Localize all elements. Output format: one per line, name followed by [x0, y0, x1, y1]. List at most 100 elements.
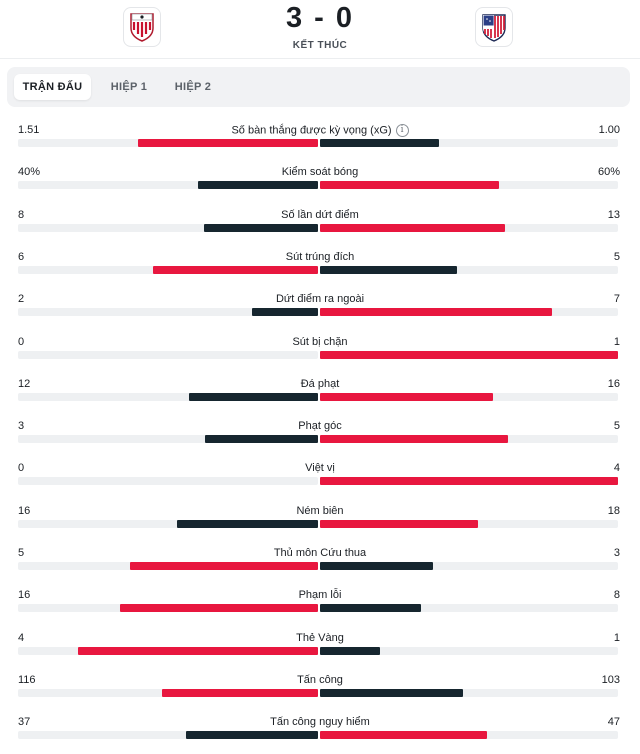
away-stat-value: 103: [601, 673, 620, 686]
home-stat-bar: [138, 139, 318, 147]
stat-label: Dứt điểm ra ngoài: [140, 293, 500, 305]
home-stat-bar: [162, 688, 318, 697]
stat-row-tan-cong-nguy-hiem: 37 Tấn công nguy hiểm 47: [0, 716, 640, 754]
away-stat-value: 7: [613, 293, 620, 306]
stat-label: Ném biên: [140, 505, 500, 517]
home-stat-track: [18, 562, 318, 570]
away-stat-value: 4: [613, 462, 620, 475]
home-stat-value: 3: [18, 420, 25, 433]
home-stat-value: 40%: [18, 166, 41, 179]
away-stat-bar: [320, 604, 421, 613]
stat-label-text: Kiểm soát bóng: [281, 166, 359, 179]
stat-label: Việt vị: [140, 462, 500, 474]
away-stat-value: 8: [613, 589, 620, 602]
home-stat-track: [18, 519, 318, 528]
match-score: 3 - 0: [285, 2, 355, 34]
away-stat-value: 1: [613, 631, 620, 644]
stat-label: Sút bị chặn: [140, 336, 500, 348]
away-stat-value: 5: [613, 250, 620, 263]
stat-label-text: Số lần dứt điểm: [281, 208, 359, 221]
stat-label-text: Dứt điểm ra ngoài: [275, 293, 365, 306]
away-stat-bar: [320, 265, 457, 274]
header-divider: [0, 58, 640, 59]
away-stat-value: 3: [613, 547, 620, 559]
home-stat-bar: [177, 519, 318, 528]
stat-row-dut-diem-ra-ngoai: 2 Dứt điểm ra ngoài 7: [0, 293, 640, 335]
stat-label-text: Sút trúng đích: [285, 250, 355, 263]
home-stat-value: 8: [18, 208, 25, 221]
away-stat-bar: [320, 139, 439, 147]
home-stat-value: 6: [18, 250, 25, 263]
away-stat-track: [320, 688, 618, 697]
away-stat-track: [320, 435, 618, 444]
home-stat-value: 2: [18, 293, 25, 306]
home-stat-track: [18, 181, 318, 190]
stat-row-da-phat: 12 Đá phạt 16: [0, 378, 640, 420]
away-stat-track: [320, 265, 618, 274]
match-header: 3 - 0 KẾT THÚC: [0, 0, 640, 58]
away-stat-bar: [320, 223, 505, 232]
home-stat-value: 5: [18, 547, 25, 559]
stat-row-sut-bi-chan: 0 Sút bị chặn 1: [0, 336, 640, 378]
home-stat-value: 12: [18, 377, 31, 390]
home-stat-track: [18, 265, 318, 274]
away-stat-value: 13: [607, 208, 620, 221]
stat-label-text: Thẻ Vàng: [296, 631, 344, 644]
stat-label: Tấn công nguy hiểm: [140, 716, 500, 728]
home-stat-track: [18, 308, 318, 317]
stat-label-text: Phạt góc: [298, 420, 342, 433]
home-stat-track: [18, 646, 318, 655]
home-stat-bar: [130, 562, 318, 570]
home-stat-bar: [120, 604, 318, 613]
stat-label: Tấn công: [140, 674, 500, 686]
stat-row-phat-goc: 3 Phạt góc 5: [0, 420, 640, 462]
away-stat-value: 5: [613, 420, 620, 433]
stat-label-text: Ném biên: [296, 504, 344, 517]
away-stat-bar: [320, 519, 478, 528]
home-stat-value: 16: [18, 589, 31, 602]
tab-first-half[interactable]: HIỆP 1: [110, 81, 148, 93]
away-stat-track: [320, 350, 618, 359]
away-stat-track: [320, 181, 618, 190]
stat-row-viet-vi: 0 Việt vị 4: [0, 462, 640, 504]
home-stat-bar: [252, 308, 318, 317]
stat-label: Phạm lỗi: [140, 589, 500, 601]
atletico-madrid-crest-icon: [482, 14, 506, 42]
home-stat-bar: [153, 265, 318, 274]
away-stat-value: 18: [607, 504, 620, 517]
info-icon[interactable]: i: [395, 124, 409, 137]
stat-label: Số bàn thắng được kỳ vọng (xG) i: [140, 124, 500, 137]
away-stat-track: [320, 392, 618, 401]
stat-row-so-lan-dut-diem: 8 Số lần dứt điểm 13: [0, 209, 640, 251]
stat-label: Thủ môn Cứu thua: [140, 547, 500, 559]
tab-second-half[interactable]: HIỆP 2: [174, 81, 212, 93]
stat-label-text: Đá phạt: [300, 377, 340, 390]
tab-match[interactable]: TRẬN ĐẤU: [14, 74, 91, 100]
home-stat-value: 0: [18, 335, 25, 348]
away-stat-value: 47: [607, 716, 620, 729]
away-stat-track: [320, 731, 618, 740]
away-stat-bar: [320, 731, 487, 740]
away-stat-bar: [320, 688, 463, 697]
away-stat-value: 1.00: [598, 124, 620, 136]
home-stat-bar: [204, 223, 318, 232]
stat-label-text: Thủ môn Cứu thua: [273, 547, 367, 559]
home-stat-track: [18, 435, 318, 444]
stat-label-text: Sút bị chặn: [292, 335, 348, 348]
stat-row-pham-loi: 16 Phạm lỗi 8: [0, 589, 640, 631]
away-team-crest[interactable]: [475, 7, 513, 47]
home-stat-value: 0: [18, 462, 25, 475]
match-status: KẾT THÚC: [292, 40, 348, 51]
away-stat-track: [320, 477, 618, 486]
home-stat-bar: [198, 181, 318, 190]
home-stat-value: 37: [18, 716, 31, 729]
away-stat-bar: [320, 181, 499, 190]
home-team-crest[interactable]: [123, 7, 161, 47]
away-stat-bar: [320, 350, 618, 359]
stat-label: Số lần dứt điểm: [140, 209, 500, 221]
away-stat-value: 1: [613, 335, 620, 348]
home-stat-value: 16: [18, 504, 31, 517]
away-stat-track: [320, 646, 618, 655]
stat-row-kiem-soat-bong: 40% Kiểm soát bóng 60%: [0, 166, 640, 208]
home-stat-track: [18, 223, 318, 232]
